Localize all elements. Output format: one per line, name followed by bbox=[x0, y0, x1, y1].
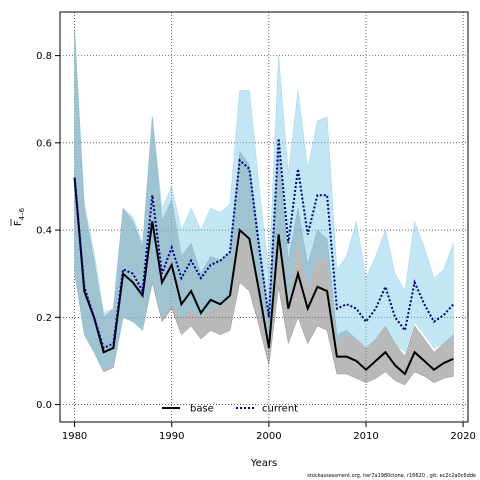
legend-label-current: current bbox=[262, 404, 298, 415]
x-axis: 1980 1990 2000 2010 2020 bbox=[62, 422, 476, 442]
series-lines bbox=[73, 138, 455, 376]
legend: base current bbox=[162, 404, 298, 415]
x-axis-title: Years bbox=[250, 458, 277, 469]
line-current bbox=[73, 138, 455, 350]
y-tick-label-2: 0.4 bbox=[36, 226, 52, 237]
legend-label-base: base bbox=[190, 404, 214, 415]
y-tick-label-3: 0.6 bbox=[36, 138, 52, 149]
x-tick-label-2000: 2000 bbox=[256, 431, 281, 442]
footer-text: stockassessment.org, her7a1980clone, r16… bbox=[307, 473, 476, 479]
confidence-bands bbox=[74, 29, 454, 386]
x-tick-label-2010: 2010 bbox=[353, 431, 378, 442]
y-axis: 0.0 0.2 0.4 0.6 0.8 bbox=[36, 51, 60, 411]
y-tick-label-4: 0.8 bbox=[36, 51, 52, 62]
band-current bbox=[74, 33, 454, 371]
x-tick-label-2020: 2020 bbox=[450, 431, 475, 442]
x-tick-label-1980: 1980 bbox=[62, 431, 87, 442]
svg-text:F4–6: F4–6 bbox=[13, 207, 26, 226]
y-axis-title-main: F bbox=[13, 220, 24, 226]
plot-frame bbox=[59, 11, 469, 423]
y-tick-label-0: 0.0 bbox=[36, 400, 52, 411]
y-axis-title-sub: 4–6 bbox=[18, 207, 26, 220]
y-tick-label-1: 0.2 bbox=[36, 313, 52, 324]
x-tick-label-1990: 1990 bbox=[159, 431, 184, 442]
y-axis-title: F4–6 bbox=[10, 207, 26, 226]
line-base bbox=[73, 177, 454, 376]
